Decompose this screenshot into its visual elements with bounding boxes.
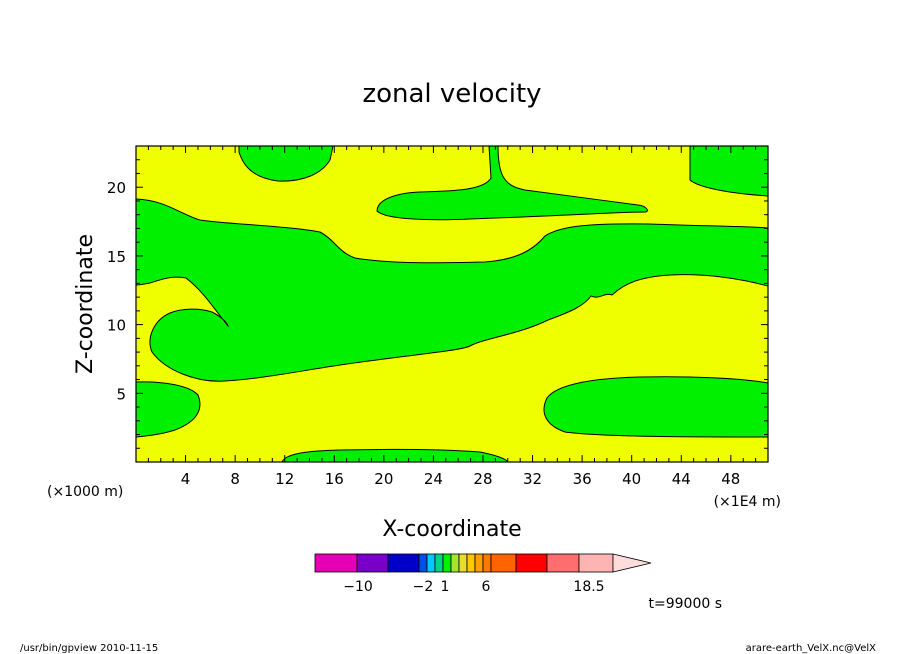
colorbar-label: 1 bbox=[441, 579, 450, 595]
chart-title: zonal velocity bbox=[362, 79, 541, 109]
colorbar-segment bbox=[314, 553, 358, 573]
colorbar-label: −10 bbox=[343, 579, 373, 595]
colorbar-segment bbox=[387, 553, 420, 573]
x-tick-label: 4 bbox=[181, 470, 191, 488]
colorbar-segment bbox=[450, 553, 460, 573]
colorbar-segment bbox=[578, 553, 614, 573]
colorbar-segment bbox=[466, 553, 476, 573]
x-tick-label: 12 bbox=[275, 470, 294, 488]
plot-frame bbox=[135, 145, 769, 463]
green-region-main-band bbox=[136, 198, 768, 382]
x-tick-label: 32 bbox=[523, 470, 542, 488]
footer-right: arare-earth_VelX.nc@VelX bbox=[746, 643, 877, 654]
colorbar-label: 6 bbox=[482, 579, 491, 595]
colorbar-segment bbox=[482, 553, 492, 573]
colorbar-label: −2 bbox=[413, 579, 434, 595]
colorbar-segment bbox=[434, 553, 444, 573]
y-tick-label: 10 bbox=[107, 317, 126, 335]
green-regions bbox=[136, 146, 768, 462]
colorbar-segment bbox=[458, 553, 468, 573]
x-tick-label: 24 bbox=[424, 470, 443, 488]
green-region-top-right-finger bbox=[376, 146, 648, 221]
colorbar-segment bbox=[442, 553, 452, 573]
green-region-top-left-lobe bbox=[238, 146, 334, 182]
colorbar-arrow bbox=[612, 553, 652, 573]
colorbar-segment bbox=[546, 553, 580, 573]
x-axis-ticks: 4 8 12 16 20 24 28 32 36 40 44 48 bbox=[147, 146, 757, 488]
colorbar: −10 −2 1 6 18.5 bbox=[314, 553, 652, 595]
x-tick-label: 40 bbox=[622, 470, 641, 488]
footer-left: /usr/bin/gpview 2010-11-15 bbox=[20, 643, 158, 654]
x-tick-label: 16 bbox=[325, 470, 344, 488]
x-tick-label: 8 bbox=[230, 470, 240, 488]
x-tick-label: 20 bbox=[374, 470, 393, 488]
x-tick-label: 44 bbox=[672, 470, 691, 488]
y-tick-label: 5 bbox=[116, 385, 126, 403]
x-tick-label: 36 bbox=[573, 470, 592, 488]
x-axis-label: X-coordinate bbox=[382, 517, 521, 542]
green-region-right-low bbox=[543, 376, 768, 438]
colorbar-segment bbox=[426, 553, 436, 573]
colorbar-segment bbox=[490, 553, 517, 573]
colorbar-segment bbox=[418, 553, 428, 573]
time-label: t=99000 s bbox=[649, 596, 723, 612]
y-axis-label: Z-coordinate bbox=[73, 234, 98, 374]
colorbar-label: 18.5 bbox=[573, 579, 604, 595]
x-tick-label: 28 bbox=[473, 470, 492, 488]
y-tick-label: 20 bbox=[107, 179, 126, 197]
x-tick-label: 48 bbox=[721, 470, 740, 488]
y-axis-ticks: 5 10 15 20 bbox=[107, 159, 768, 449]
green-region-left-low bbox=[136, 381, 201, 438]
colorbar-segment bbox=[474, 553, 484, 573]
x-unit-right: (×1E4 m) bbox=[714, 494, 781, 510]
colorbar-segment bbox=[356, 553, 389, 573]
colorbar-segment bbox=[515, 553, 548, 573]
y-tick-label: 15 bbox=[107, 248, 126, 266]
x-unit-left: (×1000 m) bbox=[47, 484, 123, 500]
green-region-bottom-strip bbox=[281, 448, 509, 462]
